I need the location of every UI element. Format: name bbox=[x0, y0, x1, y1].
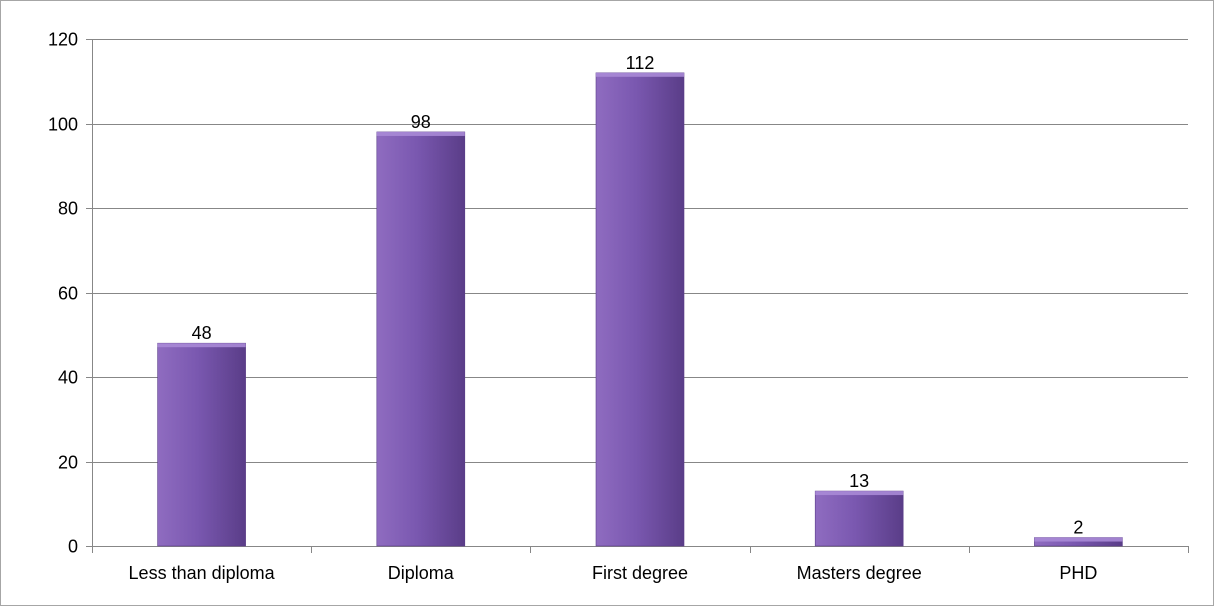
y-tick-label: 80 bbox=[58, 199, 78, 219]
y-tick-label: 60 bbox=[58, 284, 78, 304]
data-label: 13 bbox=[849, 471, 869, 491]
bars bbox=[157, 72, 1123, 547]
bar-diploma bbox=[376, 131, 466, 547]
data-label: 2 bbox=[1073, 518, 1083, 538]
y-tick-label: 100 bbox=[48, 115, 78, 135]
bar-top-highlight bbox=[815, 491, 904, 496]
x-category-label: Diploma bbox=[388, 563, 455, 583]
bar-less-than-diploma bbox=[157, 342, 246, 547]
y-tick-label: 40 bbox=[58, 368, 78, 388]
bar-top-highlight bbox=[1034, 537, 1123, 542]
y-tick-label: 120 bbox=[48, 30, 78, 50]
x-category-label: First degree bbox=[592, 563, 688, 583]
bar-top-highlight bbox=[376, 131, 465, 136]
data-label: 98 bbox=[411, 112, 431, 132]
y-tick-label: 0 bbox=[68, 537, 78, 557]
axes bbox=[86, 39, 1189, 553]
bar-top-highlight bbox=[157, 343, 246, 348]
data-label: 112 bbox=[626, 53, 655, 73]
bar-first-degree bbox=[595, 72, 685, 547]
y-tick-label: 20 bbox=[58, 453, 78, 473]
x-category-label: Less than diploma bbox=[129, 563, 276, 583]
labels: 0 20 40 60 80 100 120 48 Less than diploma 98 Dipl… bbox=[48, 30, 1097, 584]
x-category-label: Masters degree bbox=[797, 563, 922, 583]
x-category-label: PHD bbox=[1059, 563, 1097, 583]
bar-masters-degree bbox=[814, 490, 904, 547]
data-label: 48 bbox=[192, 323, 212, 343]
bar-top-highlight bbox=[596, 72, 684, 77]
